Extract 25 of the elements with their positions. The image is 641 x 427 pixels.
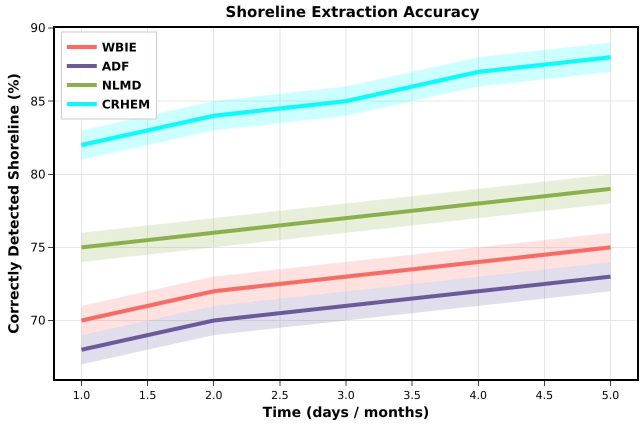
line-series — [79, 274, 613, 352]
x-axis-title: Time (days / months) — [262, 405, 430, 421]
x-tick-label: 5.0 — [602, 389, 620, 402]
legend-label: WBIE — [102, 40, 137, 55]
x-tick-label: 2.5 — [271, 389, 289, 402]
x-tick-label: 2.0 — [204, 389, 222, 402]
legend-label: CRHEM — [102, 98, 150, 112]
line-series — [79, 186, 613, 250]
y-axis-title: Correctly Detected Shoreline (%) — [6, 73, 22, 334]
legend-label: ADF — [102, 60, 130, 74]
line-series — [79, 245, 613, 322]
chart-title: Shoreline Extraction Accuracy — [226, 2, 480, 21]
x-tick-label: 4.0 — [470, 389, 488, 402]
y-tick-label: 75 — [30, 240, 46, 255]
line-series — [79, 55, 613, 147]
y-tick-label: 85 — [30, 94, 46, 108]
x-tick-label: 1.0 — [72, 389, 90, 402]
x-tick-label: 1.5 — [138, 389, 156, 402]
x-tick-label: 3.0 — [337, 389, 355, 402]
y-tick-label: 70 — [30, 314, 46, 328]
x-tick-label: 3.5 — [403, 389, 421, 402]
legend-label: NLMD — [102, 78, 142, 93]
y-tick-label: 90 — [30, 21, 46, 36]
y-tick-label: 80 — [30, 167, 46, 182]
x-tick-label: 4.5 — [536, 389, 554, 402]
